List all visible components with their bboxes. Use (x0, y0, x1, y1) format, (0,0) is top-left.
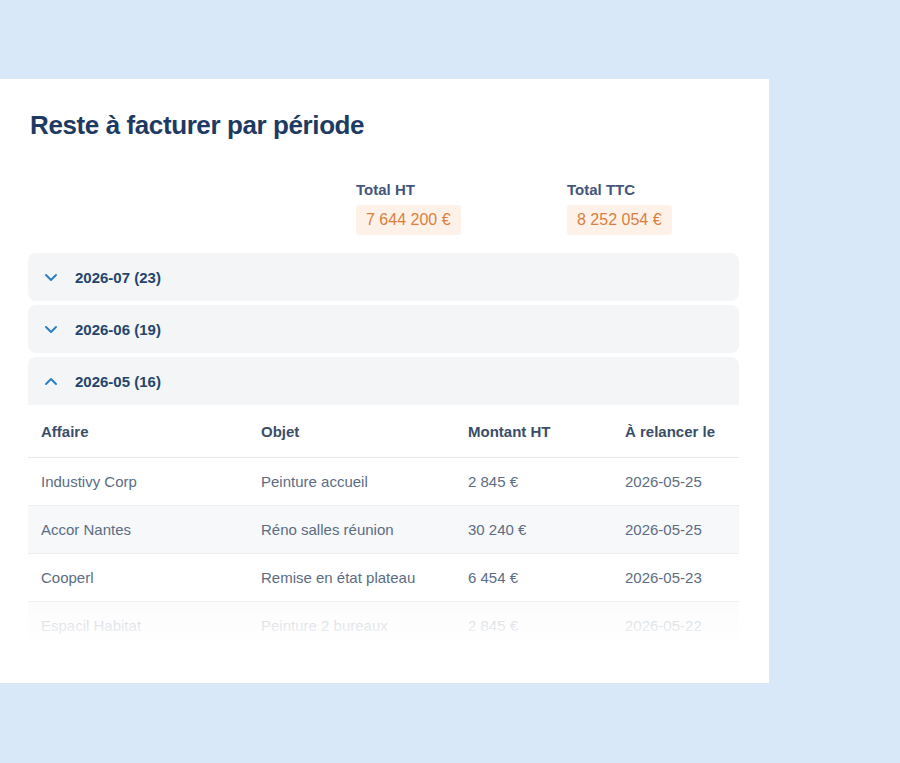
total-ht-value: 7 644 200 € (356, 205, 461, 235)
cell-montant-ht: 2 845 € (468, 473, 625, 490)
cell-a-relancer-le: 2026-05-25 (625, 521, 739, 538)
period-section-label: 2026-07 (23) (75, 269, 161, 286)
period-section-2026-07[interactable]: 2026-07 (23) (28, 253, 739, 301)
cell-a-relancer-le: 2026-05-25 (625, 473, 739, 490)
period-section-2026-06[interactable]: 2026-06 (19) (28, 305, 739, 353)
cell-affaire: Cooperl (28, 569, 261, 586)
chevron-up-icon (44, 377, 58, 386)
total-ttc-value: 8 252 054 € (567, 205, 672, 235)
cell-montant-ht: 30 240 € (468, 521, 625, 538)
column-header-montant-ht: Montant HT (468, 423, 625, 440)
table-row[interactable]: Accor Nantes Réno salles réunion 30 240 … (28, 506, 739, 554)
page-title: Reste à facturer par période (30, 110, 364, 141)
table-row[interactable]: Industivy Corp Peinture accueil 2 845 € … (28, 458, 739, 506)
reste-a-facturer-card: Reste à facturer par période Total HT 7 … (0, 79, 769, 683)
period-section-2026-05[interactable]: 2026-05 (16) (28, 357, 739, 405)
cell-montant-ht: 2 845 € (468, 617, 625, 634)
cell-objet: Peinture 2 bureaux (261, 617, 468, 634)
chevron-down-icon (44, 273, 58, 282)
table-header-row: Affaire Objet Montant HT À relancer le (28, 405, 739, 458)
total-ht-label: Total HT (356, 181, 461, 198)
table-row[interactable]: Cooperl Remise en état plateau 6 454 € 2… (28, 554, 739, 602)
chevron-down-icon (44, 325, 58, 334)
relance-table: Affaire Objet Montant HT À relancer le I… (28, 405, 739, 650)
cell-affaire: Accor Nantes (28, 521, 261, 538)
total-ttc-label: Total TTC (567, 181, 672, 198)
period-section-label: 2026-05 (16) (75, 373, 161, 390)
period-accordion: 2026-07 (23) 2026-06 (19) 2026-05 (16) (28, 253, 739, 405)
cell-a-relancer-le: 2026-05-22 (625, 617, 739, 634)
cell-a-relancer-le: 2026-05-23 (625, 569, 739, 586)
cell-affaire: Industivy Corp (28, 473, 261, 490)
cell-objet: Réno salles réunion (261, 521, 468, 538)
cell-affaire: Espacil Habitat (28, 617, 261, 634)
cell-objet: Remise en état plateau (261, 569, 468, 586)
total-ttc: Total TTC 8 252 054 € (567, 181, 672, 235)
cell-objet: Peinture accueil (261, 473, 468, 490)
total-ht: Total HT 7 644 200 € (356, 181, 461, 235)
table-row[interactable]: Espacil Habitat Peinture 2 bureaux 2 845… (28, 602, 739, 650)
column-header-a-relancer-le: À relancer le (625, 423, 739, 440)
period-section-label: 2026-06 (19) (75, 321, 161, 338)
column-header-objet: Objet (261, 423, 468, 440)
column-header-affaire: Affaire (28, 423, 261, 440)
cell-montant-ht: 6 454 € (468, 569, 625, 586)
